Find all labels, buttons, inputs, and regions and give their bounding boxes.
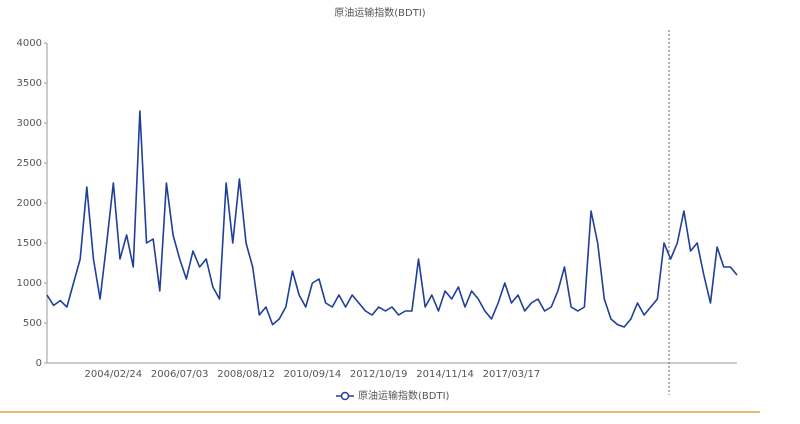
legend-marker: [340, 391, 350, 401]
y-tick-label: 2000: [17, 198, 42, 209]
y-tick-label: 1500: [17, 238, 42, 249]
y-tick-label: 2500: [17, 158, 42, 169]
y-tick-label: 1000: [17, 278, 42, 289]
chart-title: 原油运输指数(BDTI): [334, 6, 426, 19]
y-tick-label: 0: [36, 358, 42, 369]
data-line: [46, 110, 738, 328]
y-tick-label: 500: [23, 318, 42, 329]
x-tick-label: 2004/02/24: [85, 369, 143, 380]
x-tick-label: 2012/10/19: [350, 369, 408, 380]
x-tick-label: 2008/08/12: [217, 369, 275, 380]
x-tick-label: 2017/03/17: [483, 369, 541, 380]
y-tick-label: 3000: [17, 118, 42, 129]
y-tick-label: 3500: [17, 78, 42, 89]
y-tick-label: 4000: [17, 38, 42, 49]
legend-label: 原油运输指数(BDTI): [358, 389, 450, 402]
x-tick-label: 2014/11/14: [416, 369, 474, 380]
x-tick-label: 2010/09/14: [284, 369, 342, 380]
x-tick-label: 2006/07/03: [151, 369, 209, 380]
